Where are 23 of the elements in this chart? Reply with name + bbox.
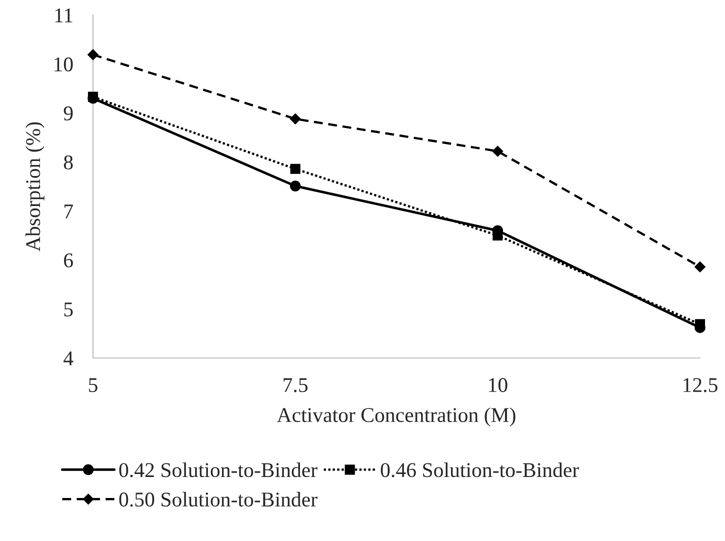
legend-label: 0.42 Solution-to-Binder: [119, 462, 318, 478]
x-tick-label: 12.5: [684, 378, 718, 392]
y-tick-label: 11: [55, 8, 72, 22]
point: [290, 180, 301, 192]
y-tick-label: 10: [54, 57, 73, 72]
y-tick-label: 6: [64, 253, 73, 268]
x-tick-label: 10: [489, 378, 508, 392]
point: [492, 146, 504, 157]
legend-label: 0.46 Solution-to-Binder: [380, 462, 579, 478]
y-tick-label: 4: [64, 352, 74, 366]
y-tick-label: 9: [64, 106, 73, 120]
y-tick-label: 5: [64, 302, 73, 316]
point: [290, 113, 301, 124]
x-tick-label: 5: [89, 378, 98, 392]
point: [694, 261, 706, 272]
point: [290, 164, 300, 174]
y-tick-label: 7: [64, 204, 73, 218]
legend-label: 0.50 Solution-to-Binder: [119, 492, 318, 507]
x-tick-label: 7.5: [284, 378, 308, 392]
x-axis-title: Activator Concentration (M): [276, 407, 516, 426]
y-axis-title: Absorption (%): [25, 122, 44, 252]
point: [88, 49, 98, 60]
y-tick-label: 8: [64, 155, 73, 170]
